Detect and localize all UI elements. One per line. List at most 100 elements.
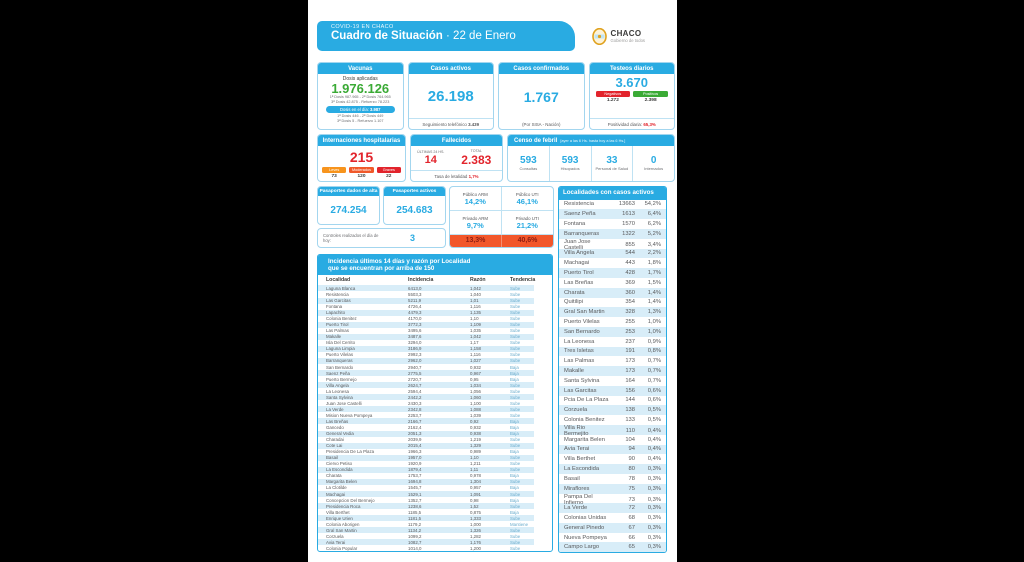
cell-porcentaje: 0,3% [647, 505, 661, 512]
censo-title: Censo de febril [514, 137, 558, 144]
cell-localidad: Machagai [326, 491, 346, 497]
ocupacion-label: Privado ARM [462, 215, 489, 221]
cell-localidad: Fontana [326, 304, 343, 310]
cell-tendencia: Sube [510, 358, 521, 364]
cell-localidad: Puerto Tirol [564, 270, 594, 277]
table-row: Gral San Martin 328 1,3% [559, 307, 666, 318]
cell-tendencia: Sube [510, 328, 521, 334]
table-row: Presidencia Roca 1238,6 1,52 Sube [318, 503, 534, 510]
cell-tendencia: Sube [510, 298, 521, 304]
ocupacion-value: 14,2% [464, 196, 486, 206]
letalidad-value: 1,7% [468, 173, 479, 179]
cell-incidencia: 2253,7 [408, 412, 422, 418]
censo-cell: 0 Internados [633, 146, 674, 181]
vacunas-card: Vacunas Dosis aplicadas 1.976.126 1ª Dos… [317, 62, 404, 130]
incidencia-title: Incidencia últimos 14 días y razón por L… [318, 255, 552, 276]
cell-razon: 0,938 [470, 431, 481, 437]
cell-incidencia: 1545,7 [408, 485, 422, 491]
testeos-card: Testeos diarios 3.670 Negativos Positivo… [588, 62, 675, 130]
cell-localidad: Colonia Benitez [326, 316, 357, 322]
table-row: Machagai 443 1,8% [559, 258, 666, 268]
cell-casos: 164 [625, 377, 635, 384]
cell-tendencia: Sube [510, 455, 521, 461]
cell-localidad: Avia Terai [564, 446, 590, 453]
ocupacion-label: Público UTI [515, 191, 539, 197]
col-localidad: Localidad [326, 277, 351, 284]
fallecidos-title: Fallecidos [411, 135, 502, 146]
testeos-badges: Negativos Positivos [590, 90, 675, 97]
cell-razon: 1,091 [470, 491, 481, 497]
cell-razon: 1,039 [470, 412, 481, 418]
casos-activos-card: Casos activos 26.198 Seguimiento telefón… [407, 62, 494, 130]
cell-incidencia: 1352,7 [408, 497, 422, 503]
cell-incidencia: 1134,2 [408, 527, 422, 533]
cell-porcentaje: 1,3% [647, 309, 661, 316]
left-column: Pasaportes dados de alta 274.254 Pasapor… [317, 186, 554, 553]
table-row: Pampa Del Infierno 73 0,3% [559, 494, 666, 506]
censo-subtitle: [ayer a las 6 Hs. hasta hoy a las 6 Hs.] [560, 138, 626, 143]
cell-casos: 369 [625, 279, 635, 286]
cell-localidad: Avia Terai [326, 539, 346, 545]
cell-razon: 1,304 [470, 479, 481, 485]
cell-localidad: Barranqueras [564, 230, 600, 237]
cell-localidad: Tres Isletas [564, 348, 594, 355]
cell-casos: 173 [625, 368, 635, 375]
col-tendencia: Tendencia [510, 277, 536, 284]
table-row: Las Breñas 369 1,5% [559, 278, 666, 288]
vacunas-daily-value: 3.987 [370, 106, 381, 112]
cell-porcentaje: 6,4% [647, 211, 661, 218]
cell-localidad: Margarita Belen [564, 436, 605, 443]
cell-localidad: Margarita Belen [326, 479, 357, 485]
cell-razon: 1,056 [470, 388, 481, 394]
cell-porcentaje: 1,8% [647, 260, 661, 267]
cell-razon: 1,116 [470, 304, 481, 310]
dashboard: COVID-19 EN CHACO Cuadro de Situación · … [308, 0, 677, 562]
table-row: Villa Angela 544 2,2% [559, 248, 666, 259]
cell-casos: 255 [625, 319, 635, 326]
cell-incidencia: 2342,8 [408, 406, 422, 412]
table-row: Avia Terai 94 0,4% [559, 444, 666, 455]
cell-localidad: Presidencia Roca [326, 503, 361, 509]
cell-casos: 133 [625, 417, 635, 424]
cell-localidad: Miraflores [564, 485, 590, 492]
cell-razon: 1,200 [470, 545, 481, 551]
table-row: Las Garcitas 5211,9 1,01 Sube [318, 297, 534, 304]
negativos-value: 1.272 [606, 98, 619, 103]
header-banner: COVID-19 EN CHACO Cuadro de Situación · … [317, 21, 575, 51]
cell-localidad: La Escondida [326, 467, 353, 473]
seguimiento-value: 3.439 [468, 121, 480, 127]
chaco-crest-icon [591, 27, 607, 45]
incidencia-panel: Incidencia últimos 14 días y razón por L… [317, 254, 553, 552]
table-row: Barranqueras 1322 5,2% [559, 228, 666, 239]
cell-tendencia: Sube [510, 545, 521, 551]
casos-activos-body: 26.198 [409, 74, 494, 118]
table-row: Quitilipi 354 1,4% [559, 298, 666, 308]
cell-incidencia: 1957,0 [408, 455, 422, 461]
cell-tendencia: Sube [510, 304, 521, 310]
cell-porcentaje: 0,5% [647, 417, 661, 424]
cell-incidencia: 3487,6 [408, 334, 422, 340]
table-row: Colonia Benitez 4170,0 1,10 Sube [318, 316, 534, 322]
pasaportes-group: Pasaportes dados de alta 274.254 Pasapor… [317, 186, 446, 248]
table-row: Corzuela 138 0,5% [559, 405, 666, 416]
localidades-title: Localidades con casos activos [559, 187, 666, 200]
cell-tendencia: Sube [510, 503, 521, 509]
cell-tendencia: Sube [510, 316, 521, 322]
cell-razon: 1,17 [470, 340, 479, 346]
positividad-value: 65,3% [643, 121, 656, 127]
cell-porcentaje: 0,6% [647, 397, 661, 404]
cell-tendencia: Sube [510, 340, 521, 346]
cell-razon: 1,158 [470, 346, 481, 352]
table-row: Miraflores 75 0,3% [559, 483, 666, 494]
cell-tendencia: Baja [510, 449, 519, 455]
testeos-values: 1.272 2.398 [590, 97, 675, 104]
ocupacion-grid: Público ARM 14,2% Público UTI 46,1% [450, 187, 553, 235]
fallecidos-24hs-label: Últimas 24 hs. [417, 150, 445, 154]
cell-razon: 1,035 [470, 328, 481, 334]
cell-razon: 0,875 [470, 509, 481, 515]
fallecidos-total-label: Total [470, 149, 482, 153]
cell-incidencia: 1181,5 [408, 515, 422, 521]
testeos-total: 3.670 [615, 75, 649, 90]
cell-razon: 1,042 [470, 334, 481, 340]
table-row: Las Garcitas 156 0,6% [559, 385, 666, 396]
